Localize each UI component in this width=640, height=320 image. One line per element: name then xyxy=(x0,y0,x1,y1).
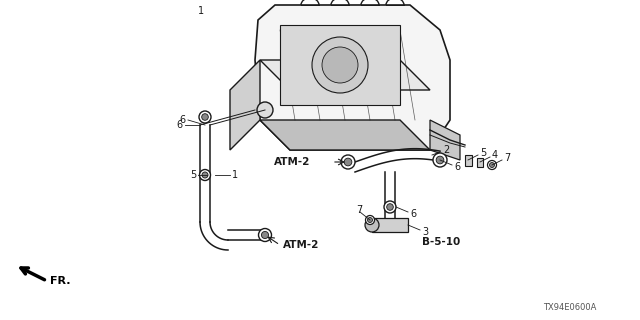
Polygon shape xyxy=(260,60,430,90)
Text: 5: 5 xyxy=(189,170,196,180)
Circle shape xyxy=(312,37,368,93)
Text: TX94E0600A: TX94E0600A xyxy=(543,302,596,311)
FancyBboxPatch shape xyxy=(280,25,400,105)
Text: ATM-2: ATM-2 xyxy=(283,240,319,250)
Text: 3: 3 xyxy=(422,227,428,237)
Bar xyxy=(465,155,472,165)
Bar xyxy=(477,157,483,166)
Text: 1: 1 xyxy=(198,6,204,16)
Circle shape xyxy=(488,161,497,170)
Text: 6: 6 xyxy=(454,162,460,172)
Circle shape xyxy=(344,158,352,166)
Circle shape xyxy=(257,102,273,118)
Polygon shape xyxy=(430,120,460,160)
Text: 1: 1 xyxy=(232,170,238,180)
Circle shape xyxy=(200,170,211,180)
Polygon shape xyxy=(260,120,430,150)
Circle shape xyxy=(384,201,396,213)
Circle shape xyxy=(367,218,372,222)
Circle shape xyxy=(202,114,208,120)
Circle shape xyxy=(259,228,271,242)
Text: 6: 6 xyxy=(179,115,185,125)
Circle shape xyxy=(365,218,379,232)
Circle shape xyxy=(261,231,269,239)
Text: FR.: FR. xyxy=(50,276,70,286)
Circle shape xyxy=(322,47,358,83)
Text: B-5-10: B-5-10 xyxy=(422,237,460,247)
Polygon shape xyxy=(230,60,260,150)
Text: ATM-2: ATM-2 xyxy=(274,157,310,167)
Circle shape xyxy=(202,172,208,178)
Text: 2: 2 xyxy=(443,145,449,155)
Text: 5: 5 xyxy=(480,148,486,158)
Circle shape xyxy=(436,156,444,164)
Circle shape xyxy=(490,163,495,167)
Circle shape xyxy=(199,111,211,123)
Polygon shape xyxy=(255,5,450,150)
Text: 7: 7 xyxy=(504,153,510,163)
Text: 6: 6 xyxy=(176,120,182,130)
Circle shape xyxy=(387,204,394,210)
Text: 6: 6 xyxy=(410,209,416,219)
Circle shape xyxy=(341,155,355,169)
Text: 4: 4 xyxy=(492,150,498,160)
Circle shape xyxy=(365,215,374,225)
Text: 7: 7 xyxy=(356,205,362,215)
FancyBboxPatch shape xyxy=(372,218,408,232)
Circle shape xyxy=(433,153,447,167)
